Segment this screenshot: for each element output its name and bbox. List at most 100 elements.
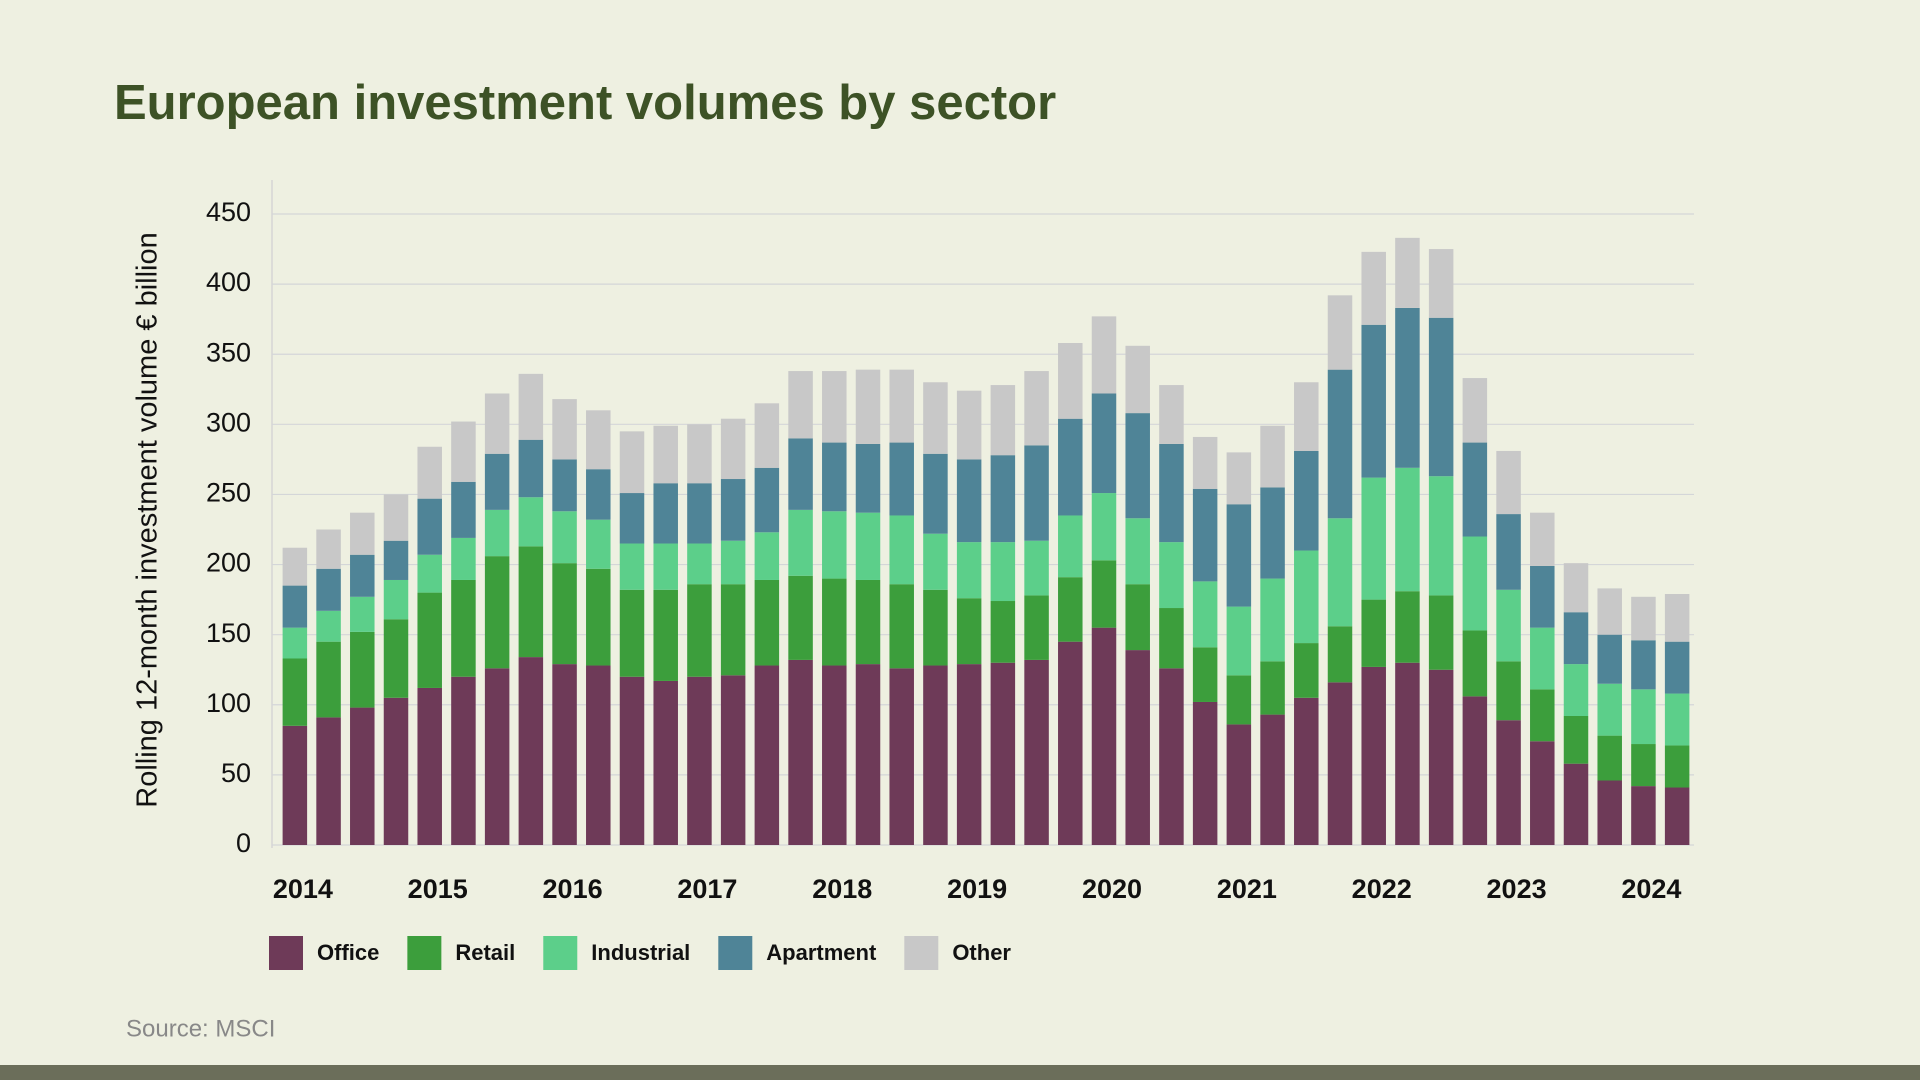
bar-segment — [586, 568, 611, 666]
bar-segment — [1260, 661, 1285, 715]
legend-swatch — [269, 936, 303, 970]
legend-label: Other — [952, 940, 1011, 965]
bar-segment — [855, 443, 881, 513]
bar-segment — [956, 664, 982, 845]
bar-segment — [653, 425, 678, 484]
bar-segment — [923, 533, 948, 590]
chart-title: European investment volumes by sector — [114, 76, 1056, 130]
bar-segment — [586, 469, 611, 520]
bar-segment — [687, 424, 712, 484]
bar-segment — [1159, 668, 1184, 845]
x-tick-label: 2019 — [947, 874, 1007, 904]
bar-segment — [383, 579, 409, 620]
bar-segment — [282, 547, 308, 586]
bar-segment — [1327, 626, 1353, 683]
bar-segment — [1462, 378, 1488, 443]
bar-segment — [855, 664, 881, 845]
y-tick-label: 350 — [206, 337, 251, 367]
bar-segment — [1428, 317, 1454, 477]
bar-segment — [451, 579, 476, 677]
bar-segment — [1091, 627, 1117, 845]
bar-segment — [316, 568, 341, 611]
bar-segment — [1530, 512, 1555, 566]
bar-segment — [1530, 741, 1555, 845]
x-tick-label: 2018 — [812, 874, 872, 904]
bar-segment — [923, 665, 948, 845]
bar-segment — [1294, 382, 1319, 451]
bar-segment — [720, 675, 746, 845]
y-tick-label: 0 — [236, 828, 251, 858]
bar-segment — [1058, 577, 1083, 642]
bar-segment — [822, 665, 847, 845]
bar-segment — [1361, 599, 1386, 667]
bar-segment — [383, 697, 409, 845]
bar-segment — [1428, 476, 1454, 596]
bar-segment — [1192, 647, 1218, 702]
bar-segment — [1024, 371, 1049, 446]
bar-segment — [417, 687, 442, 845]
bar-segment — [754, 403, 780, 468]
bar-segment — [1091, 393, 1117, 494]
bar-segment — [653, 483, 678, 544]
bar-segment — [552, 664, 577, 845]
bar-segment — [822, 442, 847, 512]
bar-segment — [1631, 744, 1656, 787]
bar-segment — [1294, 450, 1319, 551]
bar-segment — [1327, 369, 1353, 519]
bar-segment — [350, 554, 375, 597]
bar-segment — [282, 585, 308, 628]
bar-segment — [754, 467, 780, 533]
bar-segment — [282, 658, 308, 726]
bar-segment — [754, 579, 780, 666]
y-tick-label: 400 — [206, 267, 251, 297]
y-tick-label: 150 — [206, 618, 251, 648]
bar-segment — [1664, 745, 1690, 788]
bar-segment — [956, 459, 982, 543]
x-tick-label: 2021 — [1217, 874, 1277, 904]
bar-segment — [619, 543, 645, 590]
bar-segment — [720, 540, 746, 585]
bar-segment — [1159, 608, 1184, 669]
bar-segment — [990, 601, 1016, 663]
bar-segment — [619, 493, 645, 544]
legend-label: Retail — [455, 940, 515, 965]
bar-segment — [1159, 542, 1184, 609]
bar-segment — [1159, 385, 1184, 444]
bar-segment — [1327, 295, 1353, 370]
y-tick-label: 300 — [206, 407, 251, 437]
bar-segment — [1631, 689, 1656, 745]
bar-segment — [1428, 249, 1454, 318]
bar-segment — [687, 584, 712, 677]
bar-segment — [316, 529, 341, 569]
bar-segment — [518, 546, 544, 658]
bar-segment — [1024, 659, 1049, 845]
bar-segment — [316, 717, 341, 845]
bar-segment — [1260, 487, 1285, 579]
bar-segment — [1361, 666, 1386, 845]
bar-segment — [1563, 763, 1589, 845]
bar-segment — [720, 584, 746, 676]
bar-segment — [687, 676, 712, 845]
bar-segment — [956, 390, 982, 460]
bar-segment — [822, 511, 847, 579]
bar-segment — [1192, 488, 1218, 582]
bar-segment — [653, 680, 678, 845]
bar-segment — [484, 668, 510, 845]
bar-segment — [484, 556, 510, 669]
bar-segment — [1226, 606, 1252, 676]
bar-segment — [518, 439, 544, 498]
bar-segment — [1563, 563, 1589, 613]
bar-segment — [619, 676, 645, 845]
bar-segment — [822, 371, 847, 443]
bar-segment — [451, 481, 476, 538]
bar-segment — [720, 418, 746, 480]
bar-segment — [350, 707, 375, 845]
bar-segment — [1563, 612, 1589, 665]
bar-segment — [855, 579, 881, 665]
x-tick-label: 2015 — [408, 874, 468, 904]
bar-segment — [788, 659, 813, 845]
bar-segment — [1226, 452, 1252, 505]
bar-segment — [1361, 477, 1386, 600]
bar-segment — [1091, 316, 1117, 394]
bar-segment — [923, 453, 948, 534]
